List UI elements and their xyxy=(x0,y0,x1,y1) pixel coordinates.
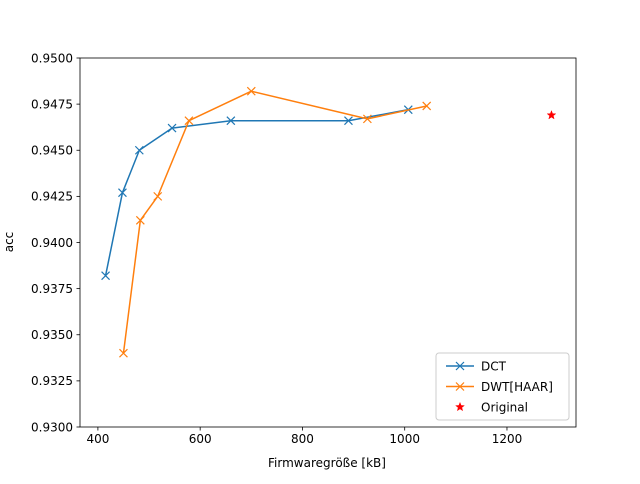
legend-item-original-marker xyxy=(455,401,465,412)
x-tick-label-3: 1000 xyxy=(389,432,420,446)
series-dwt-haar-point-5 xyxy=(362,114,372,124)
series-dct-point-5-stroke-b xyxy=(344,116,353,126)
series-dct-point-3-stroke-b xyxy=(167,123,177,133)
plot-layer xyxy=(101,86,557,358)
series-dwt-haar-point-4 xyxy=(246,86,256,96)
axes-layer: 400 600 800 1000 1200 0.9300 0.9325 0.9350 0.937… xyxy=(31,51,577,446)
series-dct-point-4-stroke-b xyxy=(226,116,236,126)
series-original-point-0 xyxy=(546,109,557,120)
series-dct-point-4 xyxy=(226,116,236,126)
series-dwt-haar-point-4-stroke-b xyxy=(246,86,256,96)
legend-item-dct-marker-stroke-b xyxy=(455,361,465,371)
series-dct-point-3 xyxy=(167,123,177,133)
y-tick-label-0: 0.9300 xyxy=(31,420,73,434)
series-dct-point-1-stroke-b xyxy=(118,188,127,198)
series-dct-point-0 xyxy=(101,271,110,281)
series-dct-point-2-stroke-b xyxy=(134,145,144,155)
x-tick-label-0: 400 xyxy=(86,432,109,446)
y-tick-label-5: 0.9425 xyxy=(31,190,73,204)
y-tick-label-3: 0.9375 xyxy=(31,282,73,296)
legend-item-dct-marker xyxy=(455,361,465,371)
legend-item-original-label: Original xyxy=(481,400,528,414)
series-dwt-haar-point-1-stroke-b xyxy=(135,215,145,225)
legend: DCT DWT[HAAR] Original xyxy=(435,352,570,421)
series-dwt-haar-point-6 xyxy=(422,101,432,111)
x-tick-label-1: 600 xyxy=(189,432,212,446)
series-dwt-haar-point-3-stroke-b xyxy=(184,116,194,126)
legend-item-original: Original xyxy=(455,400,528,414)
x-tick-label-2: 800 xyxy=(291,432,314,446)
legend-item-dwt-haar-marker xyxy=(455,382,465,391)
series-dwt-haar-point-6-stroke-b xyxy=(422,101,432,111)
y-tick-label-4: 0.9400 xyxy=(31,236,73,250)
series-dwt-haar-point-2 xyxy=(153,191,163,201)
series-dwt-haar-point-2-stroke-b xyxy=(153,191,163,201)
series-dct-point-2 xyxy=(134,145,144,155)
series-dct-point-0-stroke-b xyxy=(101,271,110,281)
series-dwt-haar-point-3 xyxy=(184,116,194,126)
legend-item-dwt-haar-marker-stroke-b xyxy=(455,382,465,391)
y-tick-label-8: 0.9500 xyxy=(31,51,73,65)
legend-item-dwt-haar: DWT[HAAR] xyxy=(446,380,553,394)
series-dwt-haar-point-5-stroke-b xyxy=(362,114,372,124)
series-dwt-haar-point-1 xyxy=(135,215,145,225)
series-dwt-haar-point-0 xyxy=(119,348,128,358)
y-tick-label-6: 0.9450 xyxy=(31,144,73,158)
y-tick-label-7: 0.9475 xyxy=(31,97,73,111)
y-tick-label-2: 0.9350 xyxy=(31,328,73,342)
series-dct-point-1 xyxy=(118,188,127,198)
x-tick-label-4: 1200 xyxy=(492,432,523,446)
legend-box xyxy=(435,352,570,421)
legend-item-dct-label: DCT xyxy=(481,359,507,373)
y-axis-label: acc xyxy=(2,232,16,253)
series-dwt-haar-point-0-stroke-b xyxy=(119,348,128,358)
x-axis-label: Firmwaregröße [kB] xyxy=(268,456,386,470)
y-tick-label-1: 0.9325 xyxy=(31,374,73,388)
legend-item-dct: DCT xyxy=(446,359,507,373)
series-dct-point-5 xyxy=(344,116,353,126)
legend-item-dwt-haar-label: DWT[HAAR] xyxy=(481,380,553,394)
